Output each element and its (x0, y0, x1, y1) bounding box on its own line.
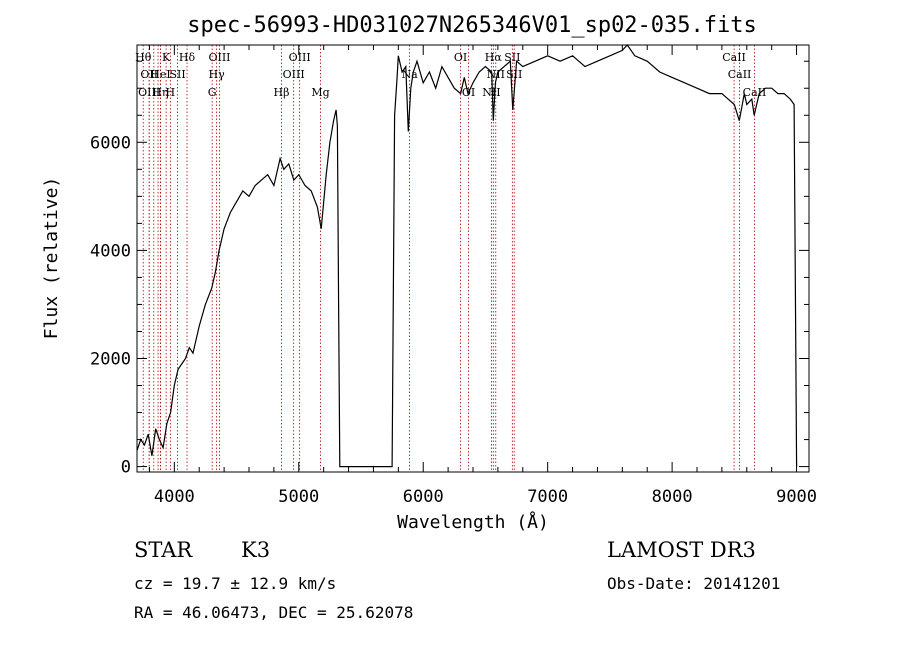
spectral-line-label: K (162, 51, 171, 64)
spectral-line-label: NII (482, 86, 500, 99)
x-tick-label: 7000 (527, 487, 568, 507)
x-tick-label: 5000 (278, 487, 319, 507)
y-tick-label: 0 (121, 458, 131, 478)
y-axis-ticks: 0 2000 4000 6000 (90, 60, 809, 478)
spectral-subclass: K3 (241, 538, 271, 562)
x-tick-label: 6000 (403, 487, 444, 507)
spectral-line-label: Hθ (135, 51, 152, 64)
x-tick-label: 8000 (652, 487, 693, 507)
spectral-line-label: CaII (728, 68, 752, 81)
y-axis-label: Flux (relative) (41, 177, 62, 340)
spectral-line-label: OIII (208, 51, 230, 64)
x-axis-ticks: 4000 5000 6000 7000 8000 9000 (148, 45, 817, 507)
y-tick-label: 2000 (90, 349, 131, 369)
redshift-velocity: cz = 19.7 ± 12.9 km/s (134, 574, 337, 593)
chart-title: spec-56993-HD031027N265346V01_sp02-035.f… (187, 13, 757, 38)
x-tick-label: 4000 (154, 487, 195, 507)
spectral-line-labels: Hθ OII OIII HeI Hη K H SII Hδ G Hγ OIII Hβ OIII OIII Mg… (135, 51, 766, 99)
spectral-line-label: G (208, 86, 217, 99)
spectral-line-label: OII (140, 68, 158, 81)
y-tick-label: 4000 (90, 241, 131, 261)
spectral-line-label: SII (169, 68, 185, 81)
object-type: STAR (134, 538, 193, 562)
spectral-line-label: Mg (311, 86, 329, 99)
plot-frame (136, 44, 810, 473)
spectral-line-label: Hβ (274, 86, 290, 99)
spectrum-line (136, 44, 798, 468)
spectral-line-label: Hα (485, 51, 503, 64)
spectral-line-label: Hγ (209, 68, 226, 81)
spectral-line-label: CaII (743, 86, 767, 99)
y-tick-label: 6000 (90, 133, 131, 153)
spectral-line-label: SII (506, 68, 522, 81)
spectral-line-label: OIII (283, 68, 305, 81)
spectral-line-label: Hδ (179, 51, 196, 64)
spectral-line-label: OIII (138, 86, 160, 99)
spectral-line-label: H (166, 86, 176, 99)
x-tick-label: 9000 (776, 487, 817, 507)
observation-date: Obs-Date: 20141201 (607, 574, 781, 593)
spectral-line-label: OIII (289, 51, 311, 64)
survey-name: LAMOST DR3 (607, 538, 756, 562)
coordinates: RA = 46.06473, DEC = 25.62078 (134, 603, 414, 622)
spectral-line-label: Hη (152, 86, 168, 99)
spectral-line-label: HeI (150, 68, 170, 81)
spectral-line-markers (142, 45, 755, 472)
spectral-line-label: CaII (722, 51, 746, 64)
spectral-line-label: OI (454, 51, 467, 64)
x-axis-label: Wavelength (Å) (397, 511, 549, 533)
